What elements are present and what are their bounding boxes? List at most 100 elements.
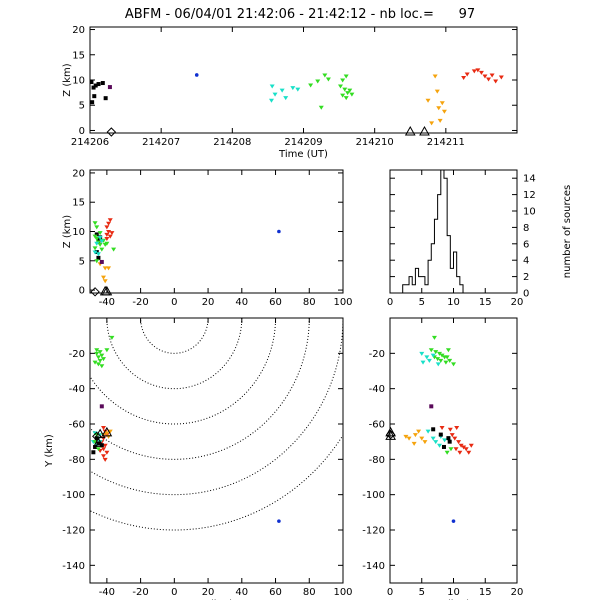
range-ring [90, 318, 277, 425]
y-tick-label: -60 [369, 420, 385, 431]
data-point [99, 404, 104, 409]
x-tick-label: 80 [303, 587, 316, 598]
data-point [420, 360, 426, 365]
data-point [471, 69, 477, 74]
data-point [475, 68, 481, 73]
y-tick-label: -120 [62, 526, 85, 537]
data-point [100, 357, 106, 362]
data-point [461, 445, 467, 450]
data-point [449, 433, 455, 438]
y-tick-label: 8 [523, 223, 529, 234]
panel-x_z: -40 -20 0 20 40 60 80 100 0 5 10 15 20 Z (km) [62, 168, 353, 308]
data-point [325, 77, 331, 82]
histogram-bin [434, 219, 437, 293]
data-point [431, 335, 437, 340]
x-tick-label: 60 [269, 297, 282, 308]
data-point [107, 85, 112, 90]
data-point [447, 427, 453, 432]
panels: 214206 214207 214208 214209 214210 2142110510… [44, 25, 573, 605]
data-point [439, 101, 445, 106]
data-point [441, 444, 446, 449]
x-tick-label: -40 [99, 587, 115, 598]
data-point [419, 436, 425, 441]
data-point [106, 230, 112, 234]
x-tick-label: 214210 [356, 137, 394, 148]
y-axis-label: Z (km) [62, 215, 73, 248]
data-point [422, 440, 428, 445]
data-point [442, 438, 448, 443]
station-diamond-marker [385, 429, 396, 440]
data-point [432, 74, 438, 79]
y-tick-label: 20 [72, 25, 85, 36]
x-tick-label: 5 [419, 297, 425, 308]
y-axis-label: number of sources [562, 185, 573, 278]
data-point [290, 86, 296, 91]
y-tick-label: 15 [72, 50, 85, 61]
data-point [107, 234, 113, 239]
plot-frame [89, 317, 344, 584]
data-point [412, 433, 418, 438]
x_z-content [92, 218, 281, 284]
histogram-bin [406, 285, 409, 293]
station-triangle-marker [419, 125, 430, 136]
data-point [322, 73, 328, 78]
data-point [347, 88, 353, 93]
panel-time_z: 214206 214207 214208 214209 214210 214211 0 5 10… [62, 25, 518, 160]
x-tick-label: 214207 [142, 137, 180, 148]
x-axis-label: Time (UT) [278, 149, 328, 160]
y-tick-label: 5 [79, 101, 85, 112]
data-point [99, 259, 104, 264]
x-tick-label: 100 [333, 587, 352, 598]
data-point [295, 87, 301, 92]
data-point [430, 353, 436, 358]
data-point [94, 225, 100, 230]
y-tick-label: 6 [523, 239, 529, 250]
data-point [308, 83, 314, 88]
x-tick-label: 20 [202, 297, 215, 308]
x-tick-label: 0 [387, 587, 393, 598]
data-point [102, 443, 108, 448]
data-point [99, 364, 105, 369]
x-tick-label: 0 [171, 297, 177, 308]
data-point [456, 440, 462, 445]
data-point [109, 335, 115, 340]
plot-frame [89, 26, 518, 134]
data-point [439, 353, 445, 358]
data-point [104, 225, 110, 230]
data-point [107, 218, 113, 223]
histogram-bin [454, 252, 457, 293]
data-point [437, 351, 443, 356]
data-point [448, 447, 454, 452]
data-point [451, 362, 456, 367]
data-point [342, 87, 348, 92]
histogram-bin [457, 277, 460, 293]
data-point [419, 351, 425, 356]
data-point [100, 426, 106, 431]
data-point [489, 73, 495, 78]
x-tick-label: 214211 [427, 137, 465, 148]
data-point [277, 229, 281, 234]
data-point [106, 266, 112, 271]
data-point [468, 443, 474, 448]
data-point [343, 74, 349, 79]
station-triangle-marker [94, 428, 106, 439]
y-tick-label: -100 [62, 490, 85, 501]
panel-x_y: -40 -20 0 20 40 60 80 100 -140 -120 -100 -80 -60 -40 -… [44, 317, 353, 605]
y-tick-label: -40 [369, 384, 385, 395]
plot-frame [89, 169, 344, 294]
station-triangle-marker [385, 426, 396, 437]
data-point [95, 355, 101, 360]
data-point [94, 250, 99, 254]
data-point [283, 96, 289, 101]
data-point [453, 447, 459, 452]
data-point [451, 519, 456, 523]
y-tick-label: 4 [523, 256, 529, 267]
x-tick-label: 10 [447, 587, 460, 598]
data-point [100, 447, 106, 452]
y-tick-label: -20 [369, 349, 385, 360]
data-point [92, 94, 97, 99]
data-point [102, 266, 108, 271]
x-tick-label: 214206 [71, 137, 109, 148]
data-point [92, 234, 98, 239]
